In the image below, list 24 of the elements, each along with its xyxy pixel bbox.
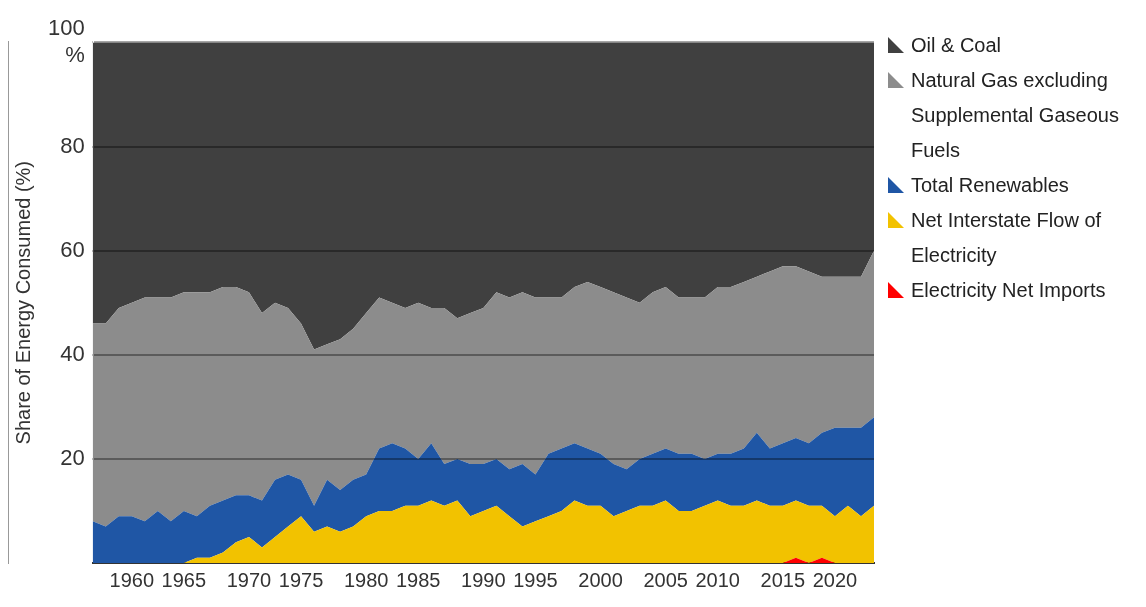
y-tick-label: 80 — [60, 132, 85, 158]
legend-label: Net Interstate Flow of Electricity — [911, 208, 1103, 268]
x-tick-label: 1980 — [343, 568, 389, 591]
x-tick-label: 1975 — [278, 568, 324, 591]
y-tick-label: 60 — [60, 236, 85, 262]
x-tick-label: 2000 — [578, 568, 623, 591]
x-tick-label: 1985 — [396, 568, 441, 591]
legend-label: Total Renewables — [911, 173, 1069, 198]
x-tick-label: 1970 — [226, 568, 272, 591]
y-tick-label: 40 — [60, 340, 85, 366]
legend-label: Electricity Net Imports — [911, 278, 1106, 303]
x-tick-label: 1965 — [161, 568, 207, 591]
x-tick-label: 2020 — [812, 568, 858, 591]
x-tick-label: 1960 — [109, 568, 155, 591]
legend-label: Oil & Coal — [911, 33, 1002, 58]
x-tick-label: 1990 — [461, 568, 506, 591]
x-tick-label: 1995 — [513, 568, 558, 591]
x-tick-label: 2005 — [643, 568, 688, 591]
y-tick-label: 100 % — [47, 15, 85, 67]
legend-label: Natural Gas excluding Supplemental Gaseous Fuels — [911, 68, 1120, 163]
x-tick-label: 2015 — [760, 568, 806, 591]
y-tick-label: 20 — [60, 444, 85, 470]
y-axis-title: Share of Energy Consumed (%) — [11, 160, 34, 445]
x-tick-label: 2010 — [695, 568, 740, 591]
